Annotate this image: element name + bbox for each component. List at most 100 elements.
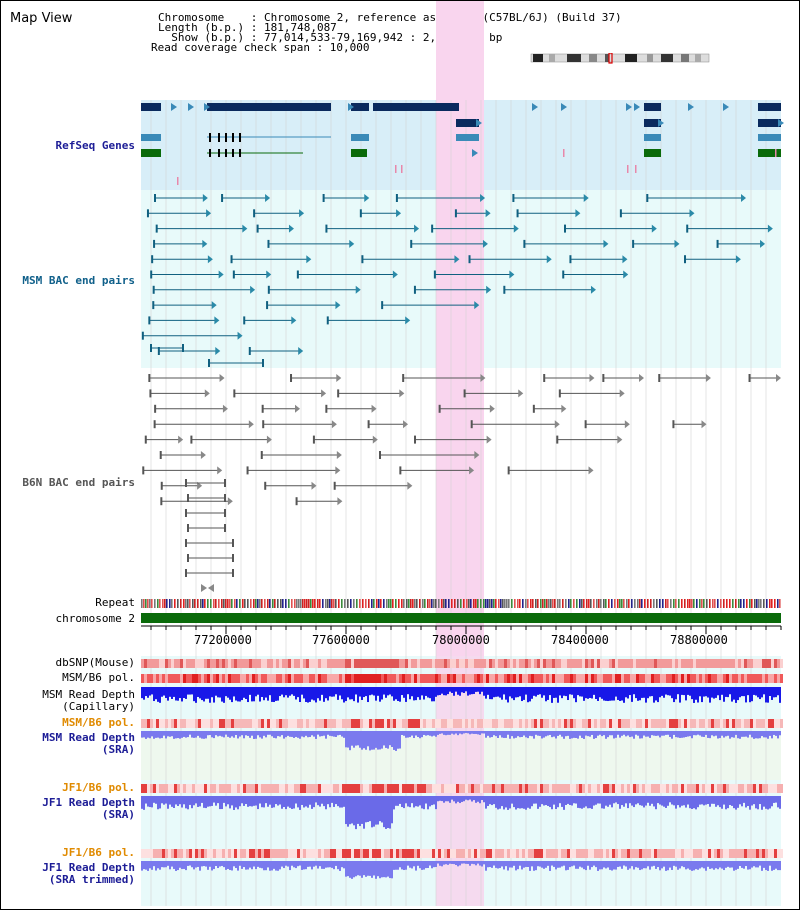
- repeat-element: [626, 599, 628, 608]
- depth-bar: [383, 861, 385, 878]
- heatmap-cell: [738, 659, 741, 668]
- heatmap-cell: [522, 784, 525, 793]
- bac-end-marker: [399, 466, 402, 475]
- depth-bar: [563, 861, 565, 866]
- bac-end-marker: [413, 285, 416, 294]
- heatmap-cell: [180, 719, 183, 728]
- heatmap-cell: [474, 674, 477, 683]
- heatmap-cell: [672, 849, 675, 858]
- heatmap-cell: [771, 719, 774, 728]
- heatmap-cell: [588, 784, 591, 793]
- repeat-element: [473, 599, 475, 608]
- depth-bar: [779, 687, 781, 703]
- heatmap-cell: [426, 674, 429, 683]
- depth-bar: [295, 861, 297, 869]
- depth-bar: [267, 687, 269, 701]
- bac-end-marker: [153, 194, 156, 202]
- track-label-msm-depth-cap-1: MSM Read Depth: [42, 688, 135, 701]
- heatmap-cell: [204, 849, 207, 858]
- bac-end-marker: [311, 481, 317, 490]
- depth-bar: [525, 796, 527, 810]
- chromosome-ideogram[interactable]: [529, 53, 714, 65]
- heatmap-cell: [591, 719, 594, 728]
- repeat-element: [463, 599, 465, 608]
- depth-bar: [223, 796, 225, 803]
- depth-bar: [273, 861, 275, 869]
- depth-bar: [245, 861, 247, 870]
- depth-bar: [179, 687, 181, 699]
- depth-bar: [203, 796, 205, 808]
- depth-bar: [691, 731, 693, 739]
- depth-bar: [247, 861, 249, 870]
- repeat-element: [498, 599, 500, 608]
- repeat-element: [573, 599, 575, 608]
- heatmap-cell: [153, 719, 156, 728]
- heatmap-cell: [330, 659, 333, 668]
- heatmap-cell: [417, 659, 420, 668]
- depth-bar: [195, 861, 197, 868]
- depth-bar: [597, 861, 599, 871]
- bac-end-marker: [267, 285, 270, 294]
- depth-bar: [303, 731, 305, 738]
- depth-bar: [445, 861, 447, 865]
- repeat-element: [410, 599, 412, 608]
- heatmap-cell: [663, 849, 666, 858]
- heatmap-cell: [297, 719, 300, 728]
- depth-bar: [687, 796, 689, 805]
- heatmap-cell: [474, 849, 477, 858]
- depth-bar: [199, 687, 201, 699]
- heatmap-cell: [369, 849, 372, 858]
- heatmap-cell: [180, 674, 183, 683]
- gene-block: [351, 149, 367, 157]
- depth-bar: [407, 796, 409, 807]
- repeat-element: [581, 599, 583, 608]
- heatmap-cell: [219, 719, 222, 728]
- heatmap-cell: [309, 719, 312, 728]
- repeat-element: [359, 599, 361, 608]
- depth-bar: [425, 687, 427, 696]
- heatmap-cell: [639, 674, 642, 683]
- heatmap-cell: [528, 659, 531, 668]
- heatmap-cell: [684, 849, 687, 858]
- heatmap-cell: [417, 849, 420, 858]
- depth-bar: [229, 687, 231, 700]
- heatmap-cell: [405, 784, 408, 793]
- bac-end-marker: [266, 301, 269, 310]
- bac-end-marker: [371, 404, 377, 413]
- depth-bar: [417, 731, 419, 737]
- depth-bar: [371, 861, 373, 878]
- heatmap-cell: [357, 784, 360, 793]
- depth-bar: [523, 687, 525, 700]
- depth-bar: [327, 731, 329, 735]
- bac-end-marker: [204, 389, 210, 398]
- depth-bar: [771, 687, 773, 700]
- heatmap-cell: [762, 674, 765, 683]
- depth-bar: [211, 861, 213, 871]
- heatmap-cell: [588, 719, 591, 728]
- depth-bar: [321, 731, 323, 737]
- depth-bar: [341, 731, 343, 737]
- heatmap-cell: [684, 784, 687, 793]
- bac-end-marker: [638, 374, 644, 382]
- heatmap-cell: [681, 849, 684, 858]
- repeat-element: [365, 599, 367, 608]
- depth-bar: [609, 731, 611, 736]
- depth-bar: [403, 796, 405, 809]
- depth-bar: [593, 731, 595, 739]
- bac-end-marker: [217, 466, 223, 475]
- heatmap-cell: [150, 784, 153, 793]
- depth-bar: [381, 731, 383, 749]
- heatmap-cell: [501, 659, 504, 668]
- heatmap-cell: [693, 659, 696, 668]
- depth-bar: [305, 687, 307, 702]
- depth-bar: [751, 861, 753, 868]
- heatmap-cell: [189, 674, 192, 683]
- depth-bar: [175, 796, 177, 805]
- depth-bar: [559, 796, 561, 804]
- heatmap-cell: [273, 849, 276, 858]
- heatmap-cell: [576, 849, 579, 858]
- heatmap-cell: [687, 849, 690, 858]
- depth-bar: [613, 861, 615, 870]
- heatmap-cell: [237, 719, 240, 728]
